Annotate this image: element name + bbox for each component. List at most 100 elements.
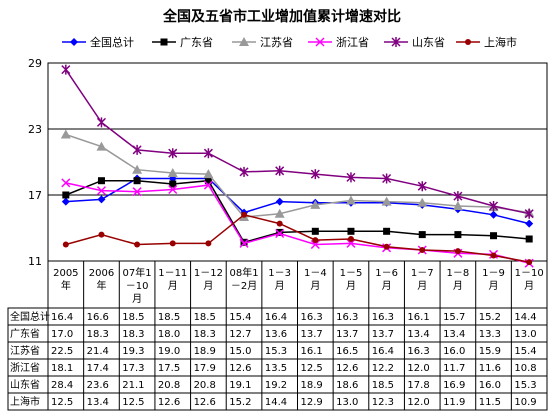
data-point	[525, 219, 534, 228]
x-tick-label: 月	[417, 280, 427, 292]
table-cell: 15.3	[514, 380, 536, 391]
data-point	[383, 243, 390, 250]
x-tick-label: 月	[275, 280, 285, 292]
series-line	[65, 182, 530, 264]
x-tick-label: 2005	[53, 268, 78, 279]
table-cell: 10.9	[514, 397, 536, 408]
data-point	[419, 247, 426, 253]
table-cell: 15.9	[479, 346, 501, 357]
legend-item: 全国总计	[62, 35, 134, 49]
data-point	[241, 211, 248, 218]
table-cell: 20.8	[158, 380, 180, 391]
table-cell: 16.3	[407, 346, 429, 357]
data-point	[168, 148, 178, 159]
data-point	[62, 241, 69, 248]
table-cell: 23.6	[87, 380, 109, 391]
data-point	[382, 173, 392, 184]
data-point	[276, 220, 283, 227]
table-cell: 14.4	[265, 397, 287, 408]
series-line	[65, 213, 530, 263]
data-point	[310, 169, 320, 180]
data-point	[312, 237, 319, 244]
data-point	[452, 201, 463, 210]
x-tick-label: 08年1	[229, 266, 258, 279]
plot-frame	[47, 62, 548, 262]
table-cell: 16.3	[336, 312, 358, 323]
table-cell: 17.4	[87, 363, 109, 374]
table-cell: 18.5	[372, 380, 394, 391]
series-group	[62, 211, 533, 266]
table-cell: 18.5	[194, 312, 216, 323]
x-tick-label: 2006	[89, 268, 114, 279]
table-cell: 17.5	[158, 363, 180, 374]
data-point	[96, 117, 106, 128]
data-point	[315, 37, 325, 47]
legend-label: 全国总计	[90, 35, 134, 49]
table-cell: 12.2	[372, 363, 394, 374]
table-cell: 18.3	[194, 329, 216, 340]
legend-item: 上海市	[456, 35, 517, 49]
table-cell: 12.0	[407, 397, 429, 408]
series-group	[61, 64, 534, 219]
table-cell: 12.9	[301, 397, 323, 408]
x-tick-label: －2月	[231, 280, 257, 292]
x-tick-label: 07年1	[123, 266, 152, 279]
data-point	[97, 195, 106, 204]
data-point	[203, 148, 213, 159]
table-cell: 12.5	[122, 397, 144, 408]
table-cell: 12.6	[158, 397, 180, 408]
table-cell: 20.8	[194, 380, 216, 391]
x-tick-label: 月	[310, 280, 320, 292]
data-point	[203, 169, 214, 179]
legend-item: 江苏省	[232, 36, 293, 49]
legend-item: 山东省	[384, 36, 445, 49]
data-point	[524, 208, 534, 219]
table-cell: 18.6	[336, 380, 358, 391]
data-point	[169, 240, 176, 247]
table-cell: 16.0	[443, 346, 465, 357]
x-tick-label: 月	[203, 280, 213, 292]
data-point	[96, 141, 107, 151]
x-tick-label: 1－9	[482, 268, 505, 279]
table-cell: 13.5	[265, 363, 287, 374]
table-row: 江苏省 22.5 21.4 19.3 19.0 18.9 15.0 15.3 16.1 16.5 1…	[8, 341, 547, 357]
table-row: 上海市 12.5 13.4 12.5 12.6 12.6 15.2 14.4 12.9 13.0 1…	[8, 392, 547, 408]
table-cell: 12.7	[229, 329, 251, 340]
x-tick-label: 1－3	[268, 268, 291, 279]
table-cell: 13.7	[372, 329, 394, 340]
table-cell: 15.4	[514, 346, 536, 357]
table-cell: 16.6	[87, 312, 109, 323]
data-point	[347, 236, 354, 242]
table-cell: 11.7	[443, 363, 465, 374]
data-point	[169, 180, 177, 188]
table-cell: 12.6	[229, 363, 251, 374]
y-tick-label: 29	[28, 57, 42, 70]
legend-item: 广东省	[152, 36, 213, 49]
table-cell: 16.0	[479, 380, 501, 391]
data-point	[97, 177, 105, 185]
data-point	[525, 235, 533, 243]
data-point	[239, 37, 249, 46]
data-point	[276, 228, 284, 236]
table-cell: 17.8	[407, 380, 429, 391]
data-point	[453, 191, 463, 202]
data-point	[526, 259, 533, 266]
plot-area: 11 17 23 29	[28, 57, 548, 268]
x-tick-label: 月	[132, 293, 142, 305]
table-row: 山东省 28.4 23.6 21.1 20.8 20.8 19.1 19.2 18.9 18.6 1…	[8, 375, 547, 391]
table-cell: 16.1	[407, 312, 429, 323]
x-tick-label: 月	[382, 280, 392, 292]
legend-label: 广东省	[180, 36, 213, 49]
data-point	[134, 241, 141, 248]
table-cell: 15.2	[479, 312, 501, 323]
data-point	[203, 180, 213, 190]
row-header: 广东省	[10, 327, 40, 340]
table-cell: 16.4	[51, 312, 73, 323]
x-tick-label: 月	[489, 280, 499, 292]
table-cell: 15.4	[229, 312, 251, 323]
table-cell: 14.4	[514, 312, 536, 323]
data-point	[489, 201, 499, 211]
data-point	[275, 228, 285, 239]
